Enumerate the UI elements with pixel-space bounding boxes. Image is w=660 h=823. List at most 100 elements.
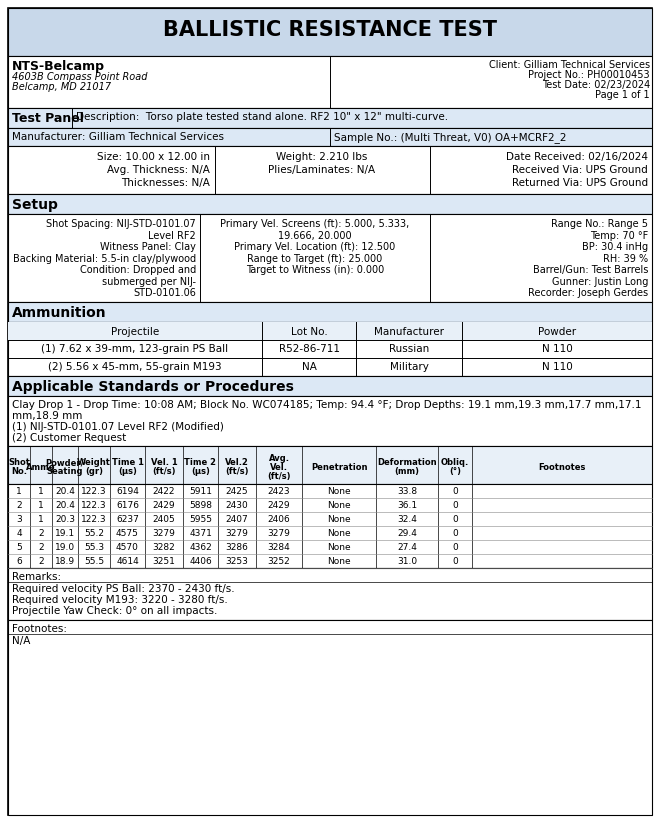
Bar [8, 568, 652, 620]
Text: 5: 5 [16, 543, 22, 552]
Text: Time 2: Time 2 [185, 458, 216, 467]
Text: 20.4: 20.4 [55, 501, 75, 510]
Text: Backing Material: 5.5-in clay/plywood: Backing Material: 5.5-in clay/plywood [13, 253, 196, 263]
Text: Vel.: Vel. [270, 463, 288, 472]
Text: 1: 1 [38, 487, 44, 496]
Text: Test Panel: Test Panel [12, 112, 84, 125]
Text: N 110: N 110 [542, 362, 572, 372]
Text: Primary Vel. Screens (ft): 5.000, 5.333,: Primary Vel. Screens (ft): 5.000, 5.333, [220, 219, 410, 229]
Bar [8, 146, 652, 194]
Text: Obliq.: Obliq. [441, 458, 469, 467]
Bar [8, 214, 652, 302]
Text: None: None [327, 515, 351, 524]
Text: 3279: 3279 [152, 529, 176, 538]
Text: Remarks:: Remarks: [12, 572, 61, 582]
Text: BALLISTIC RESISTANCE TEST: BALLISTIC RESISTANCE TEST [163, 20, 497, 40]
Text: Manufacturer: Gilliam Technical Services: Manufacturer: Gilliam Technical Services [12, 132, 224, 142]
Text: 3279: 3279 [267, 529, 290, 538]
Text: Ammunition: Ammunition [12, 306, 107, 320]
Text: Temp: 70 °F: Temp: 70 °F [590, 230, 648, 240]
Text: 3: 3 [16, 515, 22, 524]
Text: 5911: 5911 [189, 487, 212, 496]
Text: (ft/s): (ft/s) [267, 472, 291, 481]
Text: 1: 1 [38, 515, 44, 524]
Text: 1: 1 [16, 487, 22, 496]
Text: Project No.: PH00010453: Project No.: PH00010453 [529, 70, 650, 80]
Text: N/A: N/A [12, 636, 30, 646]
Text: Condition: Dropped and: Condition: Dropped and [80, 265, 196, 275]
Text: 4362: 4362 [189, 543, 212, 552]
Text: Required velocity M193: 3220 - 3280 ft/s.: Required velocity M193: 3220 - 3280 ft/s… [12, 595, 228, 605]
Text: Range to Target (ft): 25.000: Range to Target (ft): 25.000 [248, 253, 383, 263]
Text: NA: NA [302, 362, 316, 372]
Text: 2405: 2405 [152, 515, 176, 524]
Text: Received Via: UPS Ground: Received Via: UPS Ground [512, 165, 648, 175]
Text: 2: 2 [38, 557, 44, 566]
Bar [8, 128, 652, 146]
Text: 4614: 4614 [116, 557, 139, 566]
Text: 0: 0 [452, 557, 458, 566]
Text: Range No.: Range 5: Range No.: Range 5 [551, 219, 648, 229]
Text: Client: Gilliam Technical Services: Client: Gilliam Technical Services [489, 60, 650, 70]
Text: Penetration: Penetration [311, 463, 367, 472]
Text: 122.3: 122.3 [81, 501, 107, 510]
Text: Shot: Shot [8, 458, 30, 467]
Text: Sample No.: (Multi Threat, V0) OA+MCRF2_2: Sample No.: (Multi Threat, V0) OA+MCRF2_… [334, 132, 566, 143]
Text: 5898: 5898 [189, 501, 212, 510]
Text: 2: 2 [38, 543, 44, 552]
Text: Description:  Torso plate tested stand alone. RF2 10" x 12" multi-curve.: Description: Torso plate tested stand al… [76, 112, 448, 122]
Text: 3284: 3284 [267, 543, 290, 552]
Text: 4406: 4406 [189, 557, 212, 566]
Text: NTS-Belcamp: NTS-Belcamp [12, 60, 105, 73]
Text: Lot No.: Lot No. [290, 327, 327, 337]
Bar [8, 322, 652, 340]
Text: Powder: Powder [538, 327, 576, 337]
Text: Projectile: Projectile [111, 327, 159, 337]
Text: Clay Drop 1 - Drop Time: 10:08 AM; Block No. WC074185; Temp: 94.4 °F; Drop Depth: Clay Drop 1 - Drop Time: 10:08 AM; Block… [12, 400, 642, 410]
Text: 6237: 6237 [116, 515, 139, 524]
Text: Test Date: 02/23/2024: Test Date: 02/23/2024 [542, 80, 650, 90]
Text: Vel. 1: Vel. 1 [150, 458, 178, 467]
Text: 4575: 4575 [116, 529, 139, 538]
Text: Required velocity PS Ball: 2370 - 2430 ft/s.: Required velocity PS Ball: 2370 - 2430 f… [12, 584, 234, 594]
Text: Avg.: Avg. [269, 453, 290, 463]
Text: Military: Military [389, 362, 428, 372]
Text: (2) 5.56 x 45-mm, 55-grain M193: (2) 5.56 x 45-mm, 55-grain M193 [48, 362, 222, 372]
Text: 55.5: 55.5 [84, 557, 104, 566]
Text: Target to Witness (in): 0.000: Target to Witness (in): 0.000 [246, 265, 384, 275]
Text: 27.4: 27.4 [397, 543, 417, 552]
Text: 0: 0 [452, 543, 458, 552]
Text: 3279: 3279 [226, 529, 248, 538]
Text: Gunner: Justin Long: Gunner: Justin Long [552, 277, 648, 286]
Text: 2425: 2425 [226, 487, 248, 496]
Text: 6: 6 [16, 557, 22, 566]
Text: 2423: 2423 [268, 487, 290, 496]
Text: Vel.2: Vel.2 [225, 458, 249, 467]
Text: Applicable Standards or Procedures: Applicable Standards or Procedures [12, 380, 294, 394]
Text: Russian: Russian [389, 344, 429, 354]
Text: 19.0: 19.0 [55, 543, 75, 552]
Text: Page 1 of 1: Page 1 of 1 [595, 90, 650, 100]
Text: Primary Vel. Location (ft): 12.500: Primary Vel. Location (ft): 12.500 [234, 242, 395, 252]
Text: Time 1: Time 1 [112, 458, 143, 467]
Text: Size: 10.00 x 12.00 in: Size: 10.00 x 12.00 in [97, 152, 210, 162]
Text: 19.666, 20.000: 19.666, 20.000 [278, 230, 352, 240]
Text: None: None [327, 487, 351, 496]
Text: Powder/: Powder/ [46, 458, 84, 467]
Text: BP: 30.4 inHg: BP: 30.4 inHg [582, 242, 648, 252]
Text: 0: 0 [452, 529, 458, 538]
Text: Witness Panel: Clay: Witness Panel: Clay [100, 242, 196, 252]
Text: submerged per NIJ-: submerged per NIJ- [102, 277, 196, 286]
Text: (°): (°) [449, 467, 461, 476]
Text: 2406: 2406 [267, 515, 290, 524]
Text: (μs): (μs) [118, 467, 137, 476]
Text: 0: 0 [452, 487, 458, 496]
Text: Returned Via: UPS Ground: Returned Via: UPS Ground [512, 178, 648, 188]
Text: Avg. Thickness: N/A: Avg. Thickness: N/A [107, 165, 210, 175]
Bar [8, 484, 652, 568]
Bar [8, 396, 652, 446]
Text: Date Received: 02/16/2024: Date Received: 02/16/2024 [506, 152, 648, 162]
Bar [8, 322, 652, 376]
Text: 32.4: 32.4 [397, 515, 417, 524]
Text: (1) 7.62 x 39-mm, 123-grain PS Ball: (1) 7.62 x 39-mm, 123-grain PS Ball [42, 344, 228, 354]
